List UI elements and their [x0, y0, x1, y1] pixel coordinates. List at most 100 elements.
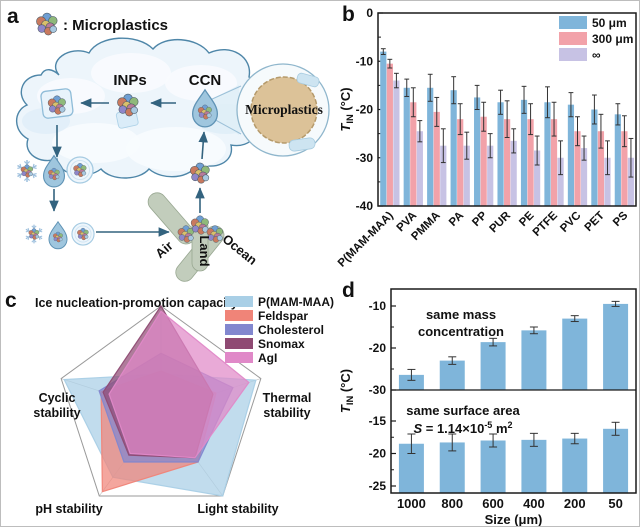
emission-arms: Air Land Ocean	[147, 192, 260, 282]
air-label: Air	[152, 238, 175, 261]
plot-frame	[377, 12, 637, 207]
plot-frame	[390, 288, 637, 494]
bar-top-800	[439, 360, 465, 390]
legend-swatch-300 μm	[559, 32, 587, 45]
land-label: Land	[197, 235, 212, 266]
x-tick-label: 800	[441, 496, 463, 511]
y-tick-label: -40	[356, 199, 374, 213]
panel-d: -10 -20 -30 -15 -20 -25 1000 800 600 400 200 50 same…	[336, 279, 639, 527]
bar-∞-PP	[487, 145, 494, 206]
axis-label-light: Light stability	[197, 502, 278, 516]
legend-swatch-Snomax	[225, 338, 253, 349]
legend-label-Cholesterol: Cholesterol	[258, 323, 324, 337]
y-tick-label: -20	[369, 341, 387, 355]
bar-∞-PUR	[510, 140, 517, 206]
panel-b: 0 -10 -20 -30 -40 P(MAM-MAA) PVA PMMA PA PP PUR PE P…	[336, 1, 639, 279]
plastic-fragment	[288, 137, 316, 152]
bar-50 μm-P(MAM-MAA)	[380, 51, 387, 206]
bar-300 μm-PVA	[410, 102, 417, 206]
microplastics-core-label: Microplastics	[245, 102, 323, 117]
annotation-top: concentration	[418, 324, 504, 339]
bar-bottom-50	[603, 428, 629, 493]
legend-swatch-∞	[559, 48, 587, 61]
bar-50 μm-PMMA	[427, 87, 434, 206]
legend-swatch-AgI	[225, 352, 253, 363]
y-tick-label: -20	[369, 447, 387, 461]
bar-300 μm-P(MAM-MAA)	[386, 63, 393, 206]
x-axis-label: Size (μm)	[485, 512, 543, 527]
panel-a-diagram: : Microplastics	[15, 12, 330, 282]
precipitation-row-2	[25, 221, 95, 250]
y-axis-label: TIN (°C)	[338, 369, 355, 413]
bar-top-600	[480, 342, 506, 390]
axis-label-ph: pH stability	[35, 502, 102, 516]
flow-arrows	[49, 98, 209, 237]
ccn-label: CCN	[189, 72, 222, 89]
bar-300 μm-PTFE	[550, 119, 558, 206]
y-tick-label: -20	[356, 103, 374, 117]
annotation-top: same mass	[426, 307, 496, 322]
x-tick-label: 600	[482, 496, 504, 511]
panel-c: Ice nucleation-promotion capacity Therma…	[1, 296, 336, 526]
y-tick-label: -25	[369, 479, 387, 493]
bar-300 μm-PE	[527, 119, 534, 206]
bar-300 μm-PS	[621, 131, 628, 206]
microplastics-core	[250, 76, 318, 144]
panel-letter-a: a	[7, 5, 19, 28]
bar-∞-PA	[463, 145, 470, 206]
panel-letter-d: d	[342, 279, 355, 302]
legend-swatch-Cholesterol	[225, 324, 253, 335]
bar-∞-PE	[534, 150, 541, 206]
microplastics-legend-icon	[36, 12, 58, 36]
bar-∞-PVC	[580, 148, 588, 206]
y-tick-label: -15	[369, 414, 387, 428]
annotation-formula: S = 1.14×10-5 m2	[413, 420, 512, 436]
y-tick-label: -30	[356, 151, 374, 165]
x-category-label: PTFE	[531, 209, 561, 239]
bar-top-200	[562, 318, 588, 390]
x-category-label: PET	[583, 210, 607, 234]
panel-letter-b: b	[342, 3, 355, 26]
axis-label-cyclic: stability	[33, 406, 80, 420]
x-category-label: P(MAM-MAA)	[336, 210, 396, 270]
bar-300 μm-PMMA	[433, 111, 440, 206]
bar-300 μm-PA	[457, 119, 464, 206]
bar-50 μm-PUR	[497, 102, 504, 206]
ice-cube-icon	[40, 88, 74, 119]
y-tick-label: -30	[369, 383, 387, 397]
bar-300 μm-PUR	[504, 119, 511, 206]
bar-∞-PTFE	[557, 157, 564, 206]
plastic-fragment	[296, 72, 320, 88]
bar-300 μm-PP	[480, 116, 487, 206]
legend-label-Feldspar: Feldspar	[258, 309, 308, 323]
y-tick-label: -10	[356, 54, 374, 68]
bar-∞-PVA	[416, 131, 423, 206]
precipitation-row-1	[16, 155, 94, 188]
bar-bottom-200	[562, 438, 588, 493]
bar-top-1000	[398, 374, 424, 390]
bar-50 μm-PP	[474, 97, 481, 206]
bar-50 μm-PVA	[403, 87, 410, 206]
bar-∞-PET	[604, 157, 611, 206]
bar-top-50	[603, 303, 629, 390]
bar-∞-PS	[627, 157, 635, 206]
bar-∞-P(MAM-MAA)	[393, 80, 400, 206]
panel-c-chart: Ice nucleation-promotion capacity Therma…	[33, 296, 334, 516]
x-tick-label: 50	[608, 496, 622, 511]
bar-50 μm-PVC	[567, 104, 575, 206]
legend-label-P(MAM-MAA): P(MAM-MAA)	[258, 296, 334, 309]
legend-label-Snomax: Snomax	[258, 337, 305, 351]
radar-title: Ice nucleation-promotion capacity	[35, 296, 238, 310]
legend-label-AgI: AgI	[258, 351, 277, 365]
y-tick-label: 0	[366, 6, 373, 20]
bar-top-400	[521, 330, 547, 390]
bar-bottom-600	[480, 440, 506, 493]
axis-label-thermal: stability	[263, 406, 310, 420]
bar-300 μm-PET	[597, 131, 605, 206]
x-category-label: PUR	[487, 209, 513, 235]
legend-label-∞: ∞	[592, 48, 601, 62]
annotation-bottom: same surface area	[406, 403, 520, 418]
axis-label-cyclic: Cyclic	[39, 391, 76, 405]
